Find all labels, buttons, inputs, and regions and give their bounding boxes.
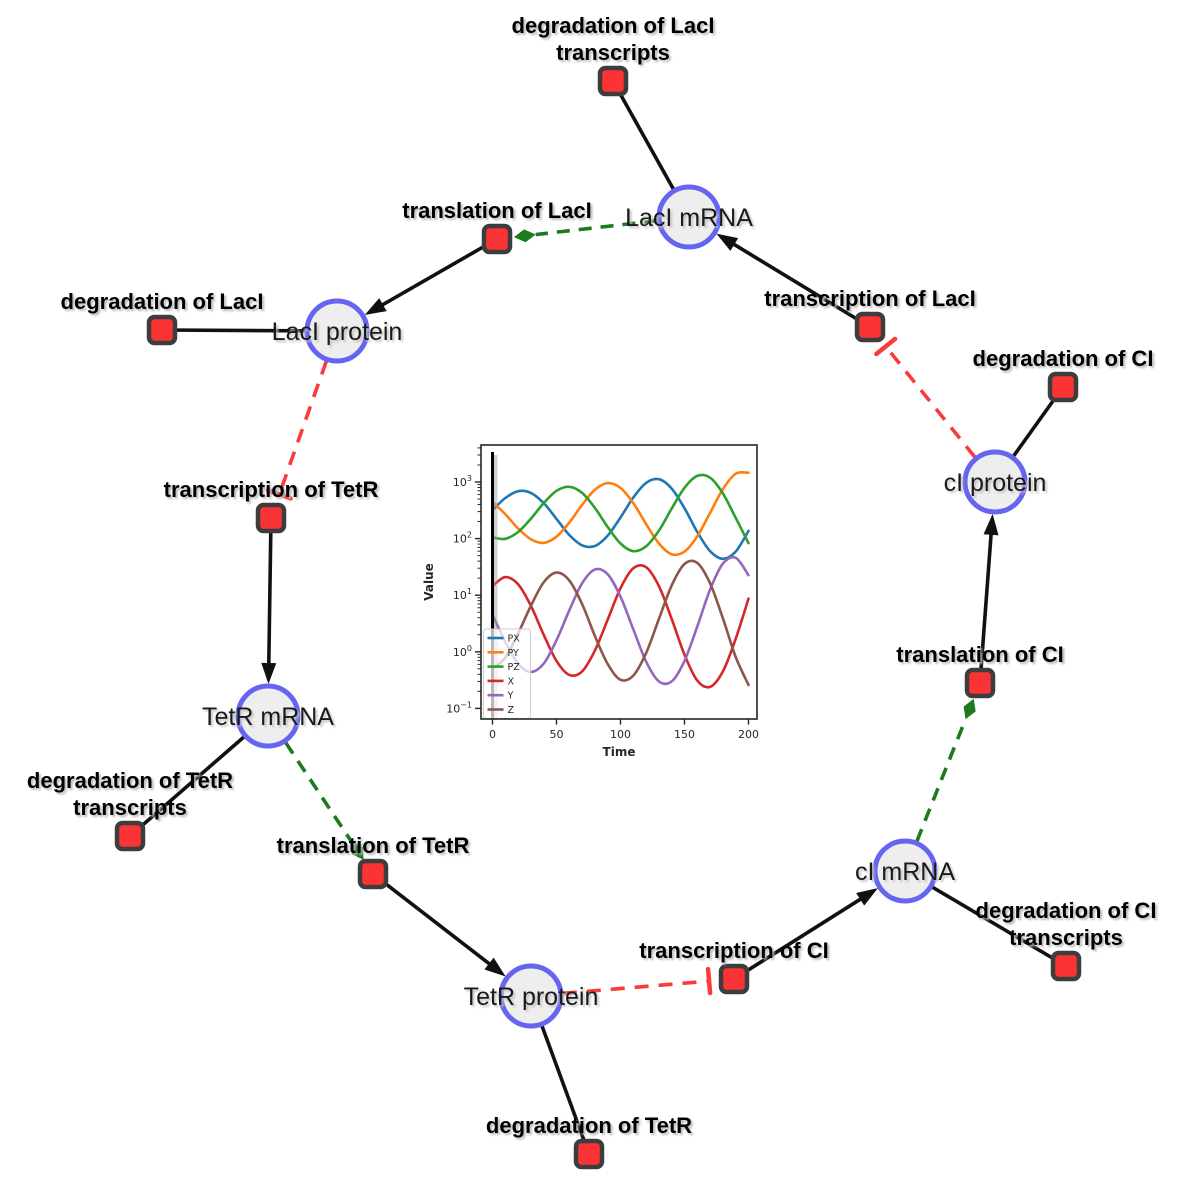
reaction-node-deg_laci[interactable]	[146, 314, 178, 346]
species-node-ci_mrna[interactable]	[872, 838, 938, 904]
edges-layer	[128, 79, 1068, 1156]
edge-translation_tetr-to-tetr_protein-product-line	[371, 872, 495, 968]
curve-PZ	[491, 473, 750, 553]
edge-tetr_protein-to-transcription_ci-inhibition-line	[562, 979, 710, 996]
reaction-label-deg_ci_transcripts-line2: transcripts	[1009, 925, 1123, 950]
legend-label-PX: PX	[508, 634, 521, 645]
reaction-label-deg_laci_transcripts-line1: degradation of LacI	[512, 13, 715, 38]
reaction-label-deg_ci-line1: degradation of CI	[973, 346, 1154, 371]
reaction-node-deg_laci_transcripts[interactable]	[597, 65, 629, 97]
species-node-laci_protein[interactable]	[304, 298, 370, 364]
reaction-node-transcription_tetr[interactable]	[255, 502, 287, 534]
x-tick-label: 200	[738, 728, 759, 741]
x-axis-label: Time	[603, 745, 636, 759]
legend-label-PY: PY	[508, 648, 520, 659]
edge-translation_ci-to-ci_protein-product-line	[978, 529, 994, 685]
species-label-ci_protein: cI protein	[944, 469, 1047, 497]
nodes-layer	[114, 65, 1082, 1170]
edge-tetr_mrna-to-translation_tetr-modifier-line	[284, 741, 353, 843]
reaction-label-deg_laci-line1: degradation of LacI	[61, 289, 264, 314]
x-tick-label: 50	[550, 728, 564, 741]
reaction-label-deg_tetr_transcripts-line2: transcripts	[73, 795, 187, 820]
species-label-tetr_mrna: TetR mRNA	[202, 703, 334, 731]
reaction-label-transcription_laci-line1: transcription of LacI	[764, 286, 975, 311]
reaction-label-deg_tetr-line1: degradation of TetR	[486, 1113, 692, 1138]
edge-transcription_laci-to-laci_mrna-product-line	[729, 240, 872, 329]
edge-ci_protein-to-transcription_laci-tbar-icon	[874, 336, 898, 357]
species-label-ci_mrna: cI mRNA	[855, 858, 955, 886]
chart-axes-frame	[480, 444, 758, 720]
reaction-node-deg_tetr[interactable]	[573, 1138, 605, 1170]
edge-transcription_laci-to-laci_mrna-arrowhead-icon	[716, 233, 739, 251]
edge-tetr_protein-to-transcription_ci-tbar-icon	[705, 966, 713, 996]
reaction-node-translation_ci[interactable]	[964, 667, 996, 699]
species-node-laci_mrna[interactable]	[656, 184, 722, 250]
y-axis-label: Value	[422, 563, 436, 601]
legend-label-Y: Y	[507, 691, 514, 702]
reaction-label-deg_laci_transcripts-line2: transcripts	[556, 40, 670, 65]
reaction-label-translation_laci-line1: translation of LacI	[402, 198, 591, 223]
reaction-node-deg_ci[interactable]	[1047, 371, 1079, 403]
x-tick-label: 100	[610, 728, 631, 741]
edge-laci_protein-to-transcription_tetr-tbar-icon	[265, 488, 293, 501]
reaction-label-deg_tetr_transcripts-line1: degradation of TetR	[27, 768, 233, 793]
reaction-label-transcription_tetr-line1: transcription of TetR	[164, 477, 379, 502]
curve-X	[491, 564, 750, 689]
reaction-node-transcription_laci[interactable]	[854, 311, 886, 343]
edge-ci_mrna-to-translation_ci-diamond-arrowhead-icon	[963, 698, 976, 720]
reaction-node-transcription_ci[interactable]	[718, 963, 750, 995]
reaction-node-deg_ci_transcripts[interactable]	[1050, 950, 1082, 982]
edge-ci_mrna-to-translation_ci-modifier-line	[915, 718, 968, 842]
curve-PY	[491, 470, 750, 557]
species-label-laci_mrna: LacI mRNA	[625, 204, 753, 232]
curve-Y	[491, 555, 750, 686]
edge-transcription_tetr-to-tetr_mrna-product-line	[266, 516, 273, 669]
legend-label-PZ: PZ	[508, 662, 521, 673]
edge-transcription_ci-to-ci_mrna-arrowhead-icon	[856, 888, 878, 906]
reaction-label-translation_tetr-line1: translation of TetR	[277, 833, 470, 858]
chart-curves	[491, 470, 750, 689]
edge-translation_ci-to-ci_protein-arrowhead-icon	[983, 513, 999, 536]
edge-transcription_ci-to-ci_mrna-product-line	[732, 895, 866, 981]
edge-tetr_mrna-to-translation_tetr-diamond-arrowhead-icon	[351, 841, 364, 860]
reaction-node-translation_tetr[interactable]	[357, 858, 389, 890]
edge-transcription_tetr-to-tetr_mrna-arrowhead-icon	[261, 662, 277, 685]
edge-translation_laci-to-laci_protein-arrowhead-icon	[364, 298, 387, 316]
reaction-label-translation_ci-line1: translation of CI	[896, 642, 1063, 667]
curve-Z	[491, 559, 750, 687]
edge-laci_protein-to-transcription_tetr-inhibition-line	[277, 360, 329, 496]
species-label-laci_protein: LacI protein	[272, 318, 403, 346]
edge-translation_laci-to-laci_protein-product-line	[377, 237, 499, 309]
edge-translation_tetr-to-tetr_protein-arrowhead-icon	[484, 957, 506, 977]
x-tick-label: 150	[674, 728, 695, 741]
legend-label-Z: Z	[508, 705, 515, 716]
labels-layer: degradation of LacItranscriptstranslatio…	[27, 13, 1157, 1138]
legend-label-X: X	[508, 676, 515, 687]
edge-ci_protein-to-transcription_laci-inhibition-line	[884, 345, 977, 459]
species-label-tetr_protein: TetR protein	[464, 983, 599, 1011]
reaction-node-deg_tetr_transcripts[interactable]	[114, 820, 146, 852]
edge-laci_mrna-to-translation_laci-diamond-arrowhead-icon	[513, 229, 536, 243]
x-tick-label: 0	[489, 728, 496, 741]
reaction-node-translation_laci[interactable]	[481, 223, 513, 255]
species-node-tetr_mrna[interactable]	[235, 683, 301, 749]
species-node-tetr_protein[interactable]	[498, 963, 564, 1029]
reaction-label-deg_ci_transcripts-line1: degradation of CI	[976, 898, 1157, 923]
species-node-ci_protein[interactable]	[962, 449, 1028, 515]
reaction-label-transcription_ci-line1: transcription of CI	[639, 938, 828, 963]
curve-PX	[491, 477, 750, 561]
